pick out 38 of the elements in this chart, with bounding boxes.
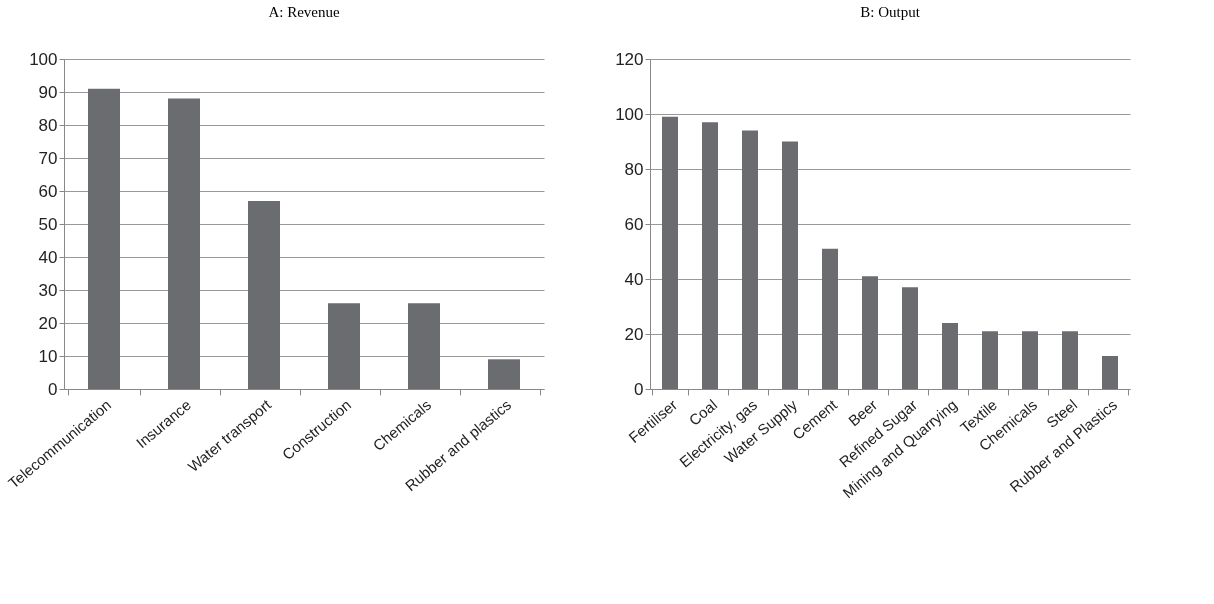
chart-title: B: Output — [860, 4, 921, 20]
y-tick-label: 80 — [38, 115, 58, 135]
y-tick-label: 100 — [615, 104, 644, 124]
bar — [702, 122, 718, 389]
y-tick-label: 90 — [38, 82, 58, 102]
bar — [88, 88, 120, 389]
bar — [982, 331, 998, 389]
bar — [1062, 331, 1078, 389]
y-tick-label: 60 — [38, 181, 58, 201]
bar — [782, 141, 798, 389]
bar — [328, 303, 360, 389]
y-tick-label: 50 — [38, 214, 58, 234]
y-tick-label: 0 — [48, 379, 58, 399]
bar — [902, 287, 918, 389]
y-tick-label: 100 — [29, 49, 58, 69]
y-tick-label: 20 — [624, 324, 644, 344]
bar — [1022, 331, 1038, 389]
y-tick-label: 80 — [624, 159, 644, 179]
bar — [1102, 356, 1118, 389]
bar — [942, 323, 958, 389]
y-tick-label: 40 — [38, 247, 58, 267]
y-tick-label: 0 — [634, 379, 644, 399]
bar — [168, 98, 200, 389]
bar — [862, 276, 878, 389]
bar — [488, 359, 520, 389]
y-tick-label: 40 — [624, 269, 644, 289]
y-tick-label: 10 — [38, 346, 58, 366]
bar — [248, 200, 280, 389]
y-tick-label: 120 — [615, 49, 644, 69]
bar — [662, 116, 678, 389]
bar — [822, 248, 838, 389]
y-tick-label: 60 — [624, 214, 644, 234]
bar — [742, 130, 758, 389]
y-tick-label: 30 — [38, 280, 58, 300]
y-tick-label: 70 — [38, 148, 58, 168]
chart-title: A: Revenue — [268, 4, 340, 20]
y-tick-label: 20 — [38, 313, 58, 333]
bar — [408, 303, 440, 389]
